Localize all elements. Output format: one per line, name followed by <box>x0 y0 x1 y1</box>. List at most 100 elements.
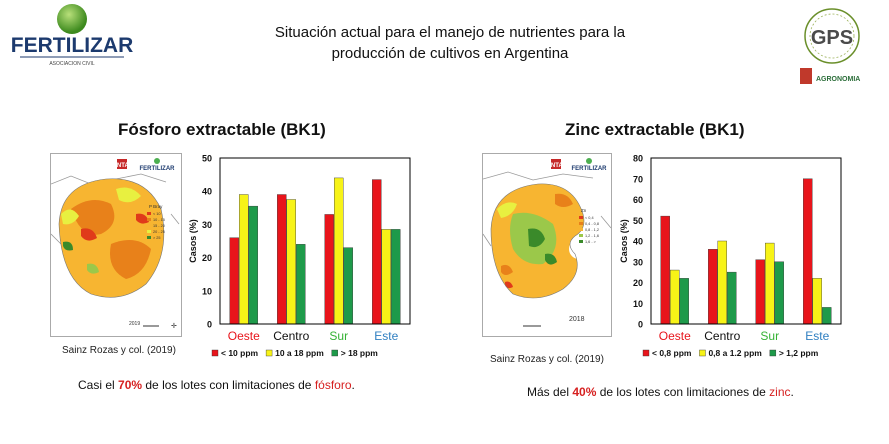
zinc-map-legend-item: 0,8 - 1,2 <box>585 228 599 232</box>
title-line-1: Situación actual para el manejo de nutri… <box>274 24 626 41</box>
fosforo-category-label: Oeste <box>228 329 260 343</box>
fosforo-legend-swatch <box>265 349 273 357</box>
zinc-ytick-label: 80 <box>633 154 643 164</box>
fosforo-map-legend-item: 10 - 15 <box>153 218 165 222</box>
agronomia-icon <box>800 68 812 84</box>
zinc-legend-label: > 1,2 ppm <box>779 348 819 358</box>
fosforo-ytick-label: 10 <box>202 286 212 296</box>
zinc-map-legend-item: < 0,4 <box>585 216 594 220</box>
fosforo-legend-swatch <box>331 349 338 357</box>
fosforo-category-label: Sur <box>329 329 348 343</box>
fosforo-legend-label: > 18 ppm <box>341 348 379 358</box>
fosforo-legend-swatch <box>211 349 219 357</box>
zinc-ylabel: Casos (%) <box>619 219 629 263</box>
fosforo-bar-sur-2 <box>343 247 353 325</box>
fosforo-bar-centro-0 <box>277 194 287 325</box>
fosforo-bar-sur-1 <box>334 177 344 325</box>
logo-left-sub: ASOCIACION CIVIL <box>49 61 95 67</box>
gps-logo: GPS AGRONOMIA <box>782 6 882 92</box>
fosforo-chart: 0 10 20 30 40 50 Casos (%) Oeste Centro Sur Este < … <box>182 148 422 363</box>
zinc-map-inta: INTA <box>549 163 563 169</box>
zinc-bar-centro-2 <box>727 271 737 325</box>
zinc-map-legend-item: 1,6 - > <box>585 240 597 244</box>
zinc-bar-oeste-2 <box>679 278 689 325</box>
zinc-map-brand: FERTILIZAR <box>572 166 608 172</box>
fosforo-map: INTA FERTILIZAR P Bray < 10 10 - 15 15 -… <box>50 153 182 337</box>
zinc-legend-label: < 0,8 ppm <box>652 348 692 358</box>
zinc-bar-este-0 <box>803 178 813 325</box>
fosforo-legend-label: 10 a 18 ppm <box>275 348 324 358</box>
fosforo-chart-svg: 0 10 20 30 40 50 Casos (%) Oeste Centro Sur Este < … <box>188 154 411 358</box>
zinc-ytick-label: 70 <box>633 174 643 184</box>
zinc-category-label: Oeste <box>659 329 691 343</box>
zinc-title: Zinc extractable (BK1) <box>565 120 745 139</box>
zinc-map-legend: < 0,4 0,4 - 0,8 0,8 - 1,2 1,2 - 1,6 1,6 … <box>579 216 599 244</box>
fosforo-map-legend: < 10 10 - 15 15 - 20 20 - 25 > 25 <box>147 212 165 240</box>
fosforo-bar-este-1 <box>381 229 391 325</box>
zinc-bar-este-1 <box>812 278 822 325</box>
fertilizar-logo: FERTILIZAR ASOCIACION CIVIL <box>10 2 135 70</box>
fosforo-ytick-label: 0 <box>207 320 212 330</box>
zinc-ytick-label: 30 <box>633 257 643 267</box>
zinc-map: INTA FERTILIZAR Zn < 0,4 0,4 - 0,8 0,8 -… <box>482 153 612 337</box>
fosforo-ytick-label: 50 <box>202 154 212 164</box>
fosforo-category-label: Este <box>374 329 398 343</box>
fosforo-credit: Sainz Rozas y col. (2019) <box>62 345 176 356</box>
fertilizar-globe-icon <box>57 4 87 34</box>
zinc-category-label: Sur <box>760 329 779 343</box>
zinc-ytick-label: 60 <box>633 195 643 205</box>
zinc-legend-swatch <box>642 349 650 357</box>
zinc-note-mid: de los lotes con limitaciones de <box>596 385 770 399</box>
fosforo-legend-label: < 10 ppm <box>221 348 259 358</box>
fosforo-map-legend-item: > 25 <box>153 236 161 240</box>
zinc-chart-svg: 0 10 20 30 40 50 60 70 80 Casos (%) Oeste Centro Sur… <box>619 154 842 358</box>
fosforo-note-mid: de los lotes con limitaciones de <box>142 378 315 392</box>
fosforo-bar-oeste-1 <box>239 194 249 325</box>
zinc-bar-este-2 <box>822 307 832 325</box>
zinc-category-label: Centro <box>704 329 740 343</box>
fosforo-ytick-label: 30 <box>202 220 212 230</box>
fosforo-map-legend-item: < 10 <box>153 212 161 216</box>
zinc-ytick-label: 20 <box>633 278 643 288</box>
fosforo-plot-frame <box>219 157 411 325</box>
fosforo-map-brand: FERTILIZAR <box>140 166 176 172</box>
zinc-bar-sur-1 <box>765 242 775 325</box>
zinc-map-legend-title: Zn <box>581 208 587 213</box>
zinc-bar-centro-0 <box>708 249 718 325</box>
fosforo-bar-sur-0 <box>324 214 334 325</box>
fosforo-map-year: 2019 <box>129 321 140 327</box>
zinc-legend-swatch <box>769 349 777 357</box>
fosforo-map-legend-title: P Bray <box>149 204 163 209</box>
fosforo-bar-oeste-2 <box>248 205 258 325</box>
fosforo-note-nutrient: fósforo <box>314 378 352 392</box>
zinc-note-pre: Más del <box>527 385 573 399</box>
zinc-note: Más del 40% de los lotes con limitacione… <box>527 385 794 399</box>
page-title: Situación actual para el manejo de nutri… <box>230 22 670 64</box>
logo-left-text: FERTILIZAR <box>11 34 133 57</box>
fosforo-bar-este-2 <box>391 229 401 325</box>
zinc-legend-swatch <box>699 349 706 357</box>
zinc-legend-label: 0,8 a 1.2 ppm <box>708 348 762 358</box>
zinc-chart: 0 10 20 30 40 50 60 70 80 Casos (%) Oeste Centro Sur… <box>613 148 853 363</box>
fosforo-bar-centro-1 <box>286 199 296 325</box>
fosforo-note-end: . <box>351 378 355 392</box>
fosforo-note-pre: Casi el <box>78 378 119 392</box>
zinc-map-year: 2018 <box>569 316 585 323</box>
north-arrow-icon: ✛ <box>171 322 177 330</box>
zinc-ytick-label: 0 <box>638 320 643 330</box>
zinc-credit: Sainz Rozas y col. (2019) <box>490 354 604 365</box>
fosforo-note-value: 70% <box>118 378 143 392</box>
zinc-bar-centro-1 <box>717 240 727 325</box>
zinc-bar-sur-2 <box>774 261 784 325</box>
zinc-map-brand-icon <box>586 158 592 164</box>
zinc-plot-frame <box>650 157 842 325</box>
fosforo-note: Casi el 70% de los lotes con limitacione… <box>78 378 355 392</box>
fosforo-title: Fósforo extractable (BK1) <box>118 120 326 139</box>
zinc-category-label: Este <box>805 329 829 343</box>
zinc-note-nutrient: zinc <box>769 385 791 399</box>
fosforo-map-brand-icon <box>154 158 160 164</box>
zinc-map-legend-item: 0,4 - 0,8 <box>585 222 599 226</box>
zinc-map-legend-item: 1,2 - 1,6 <box>585 234 599 238</box>
fosforo-map-legend-item: 20 - 25 <box>153 230 165 234</box>
fosforo-ytick-label: 40 <box>202 187 212 197</box>
